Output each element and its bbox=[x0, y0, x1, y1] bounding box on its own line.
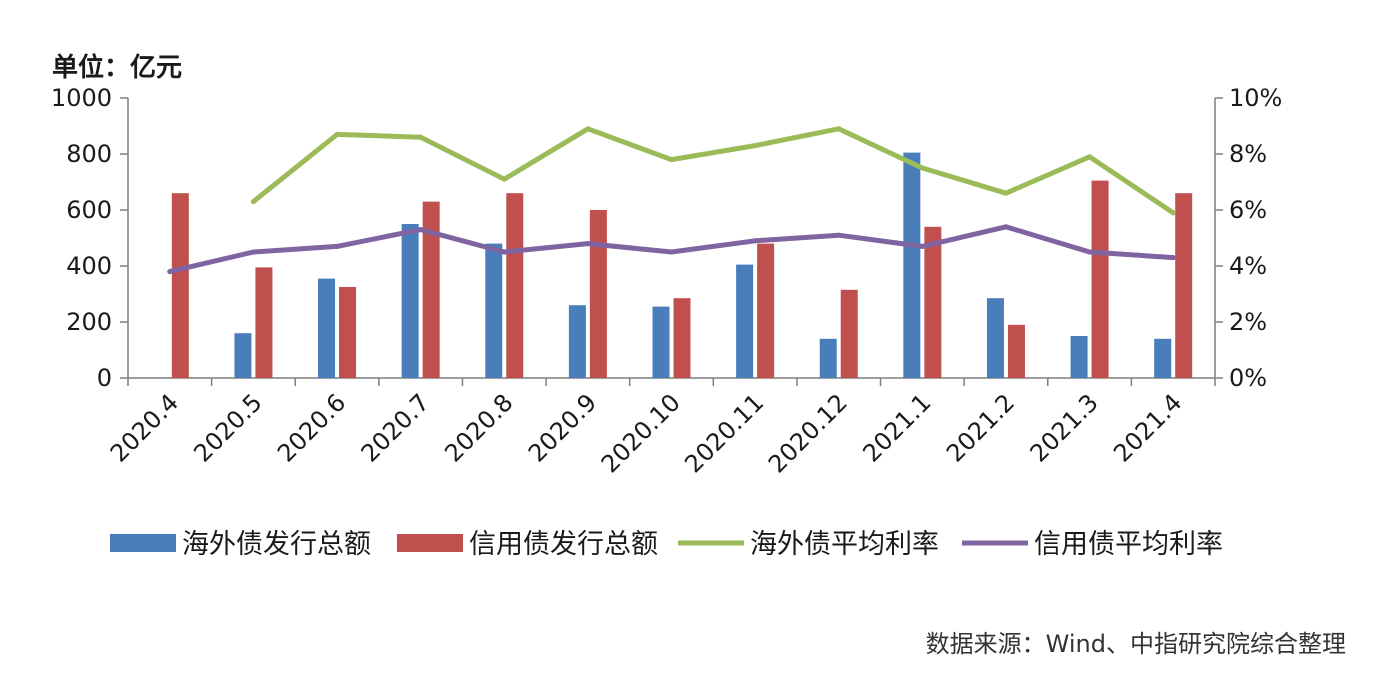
y-right-tick-label: 4% bbox=[1229, 252, 1267, 280]
legend-credit-issuance-label: 信用债发行总额 bbox=[469, 529, 658, 560]
point-credit-rate-2021.1 bbox=[919, 243, 925, 249]
point-credit-rate-2020.7 bbox=[418, 227, 424, 233]
point-credit-rate-2020.12 bbox=[836, 232, 842, 238]
point-credit-rate-2021.2 bbox=[1003, 224, 1009, 230]
legend-overseas-issuance-label: 海外债发行总额 bbox=[182, 529, 371, 560]
point-overseas-rate-2020.7 bbox=[418, 134, 424, 140]
bar-overseas-2020.9 bbox=[568, 305, 586, 378]
bar-credit-2020.9 bbox=[589, 210, 607, 378]
y-left-tick-label: 800 bbox=[66, 140, 112, 168]
y-left-tick-label: 200 bbox=[66, 308, 112, 336]
x-tick-label: 2020.4 bbox=[105, 388, 184, 467]
y-right-tick-label: 0% bbox=[1229, 364, 1267, 392]
bar-credit-2020.10 bbox=[673, 298, 691, 378]
point-overseas-rate-2020.12 bbox=[836, 126, 842, 132]
point-overseas-rate-2020.6 bbox=[334, 131, 340, 137]
y-left-tick-label: 400 bbox=[66, 252, 112, 280]
bar-credit-2020.5 bbox=[255, 267, 273, 378]
x-tick-label: 2020.9 bbox=[523, 388, 602, 467]
point-overseas-rate-2021.4 bbox=[1170, 210, 1176, 216]
point-overseas-rate-2020.5 bbox=[250, 199, 256, 205]
x-tick-label: 2020.10 bbox=[596, 388, 686, 478]
y-left-tick-label: 600 bbox=[66, 196, 112, 224]
point-credit-rate-2020.11 bbox=[752, 238, 758, 244]
bar-credit-2020.4 bbox=[171, 193, 189, 378]
x-tick-label: 2020.7 bbox=[356, 388, 435, 467]
bar-overseas-2020.8 bbox=[485, 243, 503, 378]
point-overseas-rate-2020.11 bbox=[752, 143, 758, 149]
y-right-tick-label: 10% bbox=[1229, 84, 1282, 112]
point-credit-rate-2020.10 bbox=[669, 249, 674, 255]
point-overseas-rate-2020.9 bbox=[585, 126, 591, 132]
x-tick-label: 2020.8 bbox=[439, 388, 518, 467]
bar-credit-2020.11 bbox=[757, 243, 775, 378]
y-left-tick-label: 0 bbox=[97, 364, 112, 392]
bar-overseas-2020.5 bbox=[234, 333, 252, 378]
point-credit-rate-2021.3 bbox=[1087, 249, 1093, 255]
point-credit-rate-2020.9 bbox=[585, 241, 591, 247]
y-right-tick-label: 2% bbox=[1229, 308, 1267, 336]
axes-group: 0 200 400 600 800 1000 0% 2% 4% 6% 8% 10% bbox=[51, 84, 1282, 392]
x-tick-label: 2021.2 bbox=[941, 388, 1020, 467]
bar-overseas-2020.7 bbox=[401, 224, 419, 378]
point-credit-rate-2020.8 bbox=[501, 249, 507, 255]
point-overseas-rate-2020.10 bbox=[669, 157, 674, 163]
y-right-tick-label: 8% bbox=[1229, 140, 1267, 168]
legend-credit-rate-label: 信用债平均利率 bbox=[1034, 529, 1223, 560]
source-note: 数据来源：Wind、中指研究院综合整理 bbox=[925, 630, 1346, 658]
lines-group bbox=[167, 126, 1176, 275]
bar-overseas-2021.3 bbox=[1070, 336, 1088, 378]
point-credit-rate-2021.4 bbox=[1170, 255, 1176, 261]
bar-credit-2020.12 bbox=[840, 289, 858, 378]
x-tick-labels: 2020.4 2020.5 2020.6 2020.7 2020.8 2020.92020… bbox=[105, 388, 1188, 478]
x-tick-label: 2021.1 bbox=[857, 388, 936, 467]
bar-overseas-2021.2 bbox=[986, 298, 1004, 378]
bar-overseas-2020.10 bbox=[652, 306, 670, 378]
point-credit-rate-2020.6 bbox=[334, 243, 340, 249]
bar-credit-2021.1 bbox=[924, 226, 942, 378]
legend-overseas-rate-label: 海外债平均利率 bbox=[750, 529, 939, 560]
legend-overseas-issuance-swatch bbox=[110, 534, 176, 552]
y-left-tick-label: 1000 bbox=[51, 84, 112, 112]
line-overseas-rate bbox=[250, 126, 1176, 216]
x-tick-label: 2021.4 bbox=[1108, 388, 1187, 467]
line-credit-rate bbox=[167, 224, 1176, 275]
point-overseas-rate-2021.2 bbox=[1003, 190, 1009, 196]
point-credit-rate-2020.5 bbox=[250, 249, 256, 255]
bar-overseas-2020.11 bbox=[736, 264, 754, 378]
x-tick-label: 2021.3 bbox=[1025, 388, 1104, 467]
x-tick-label: 2020.12 bbox=[763, 388, 853, 478]
bar-overseas-2021.1 bbox=[903, 152, 921, 378]
bar-credit-2021.2 bbox=[1007, 324, 1025, 378]
bar-credit-2021.3 bbox=[1091, 180, 1109, 378]
x-tick-label: 2020.11 bbox=[679, 388, 769, 478]
x-tick-label: 2020.5 bbox=[188, 388, 267, 467]
legend: 海外债发行总额 信用债发行总额 海外债平均利率 信用债平均利率 bbox=[110, 529, 1223, 560]
y-right-tick-label: 6% bbox=[1229, 196, 1267, 224]
point-credit-rate-2020.4 bbox=[167, 269, 173, 275]
bar-credit-2020.8 bbox=[506, 193, 524, 378]
point-overseas-rate-2020.8 bbox=[501, 176, 507, 182]
bar-overseas-2021.4 bbox=[1154, 338, 1172, 378]
bar-credit-2020.6 bbox=[339, 287, 357, 378]
bar-credit-2021.4 bbox=[1175, 193, 1193, 378]
bar-overseas-2020.12 bbox=[819, 338, 837, 378]
point-overseas-rate-2021.3 bbox=[1087, 154, 1093, 160]
unit-label: 单位：亿元 bbox=[52, 52, 182, 83]
bar-overseas-2020.6 bbox=[318, 278, 336, 378]
bar-credit-2020.7 bbox=[422, 201, 440, 378]
bars-group bbox=[171, 152, 1193, 378]
point-overseas-rate-2021.1 bbox=[919, 165, 925, 171]
x-tick-label: 2020.6 bbox=[272, 388, 351, 467]
legend-credit-issuance-swatch bbox=[397, 534, 463, 552]
